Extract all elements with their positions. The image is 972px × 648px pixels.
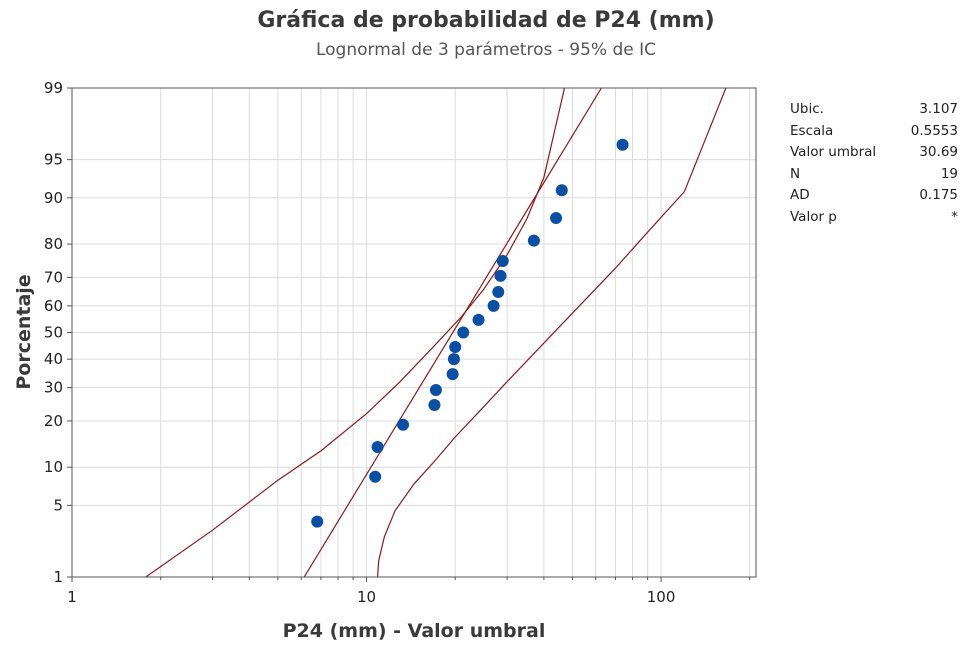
y-tick-label: 30 [44, 379, 63, 397]
y-tick-label: 99 [44, 79, 63, 97]
axis-ticks: 1 10 100 1 5 10 20 30 40 50 60 70 80 90 95 99 [44, 79, 751, 606]
stat-label: Valor umbral [790, 144, 877, 160]
stat-value: * [951, 208, 958, 225]
data-point [429, 384, 442, 397]
y-tick-label: 50 [44, 324, 63, 342]
y-axis-label: Porcentaje [13, 274, 35, 389]
y-tick-label: 1 [53, 568, 63, 586]
stat-label: Escala [790, 122, 834, 139]
data-point [555, 184, 568, 197]
stat-label: Valor p [790, 208, 837, 225]
x-axis-label: P24 (mm) - Valor umbral [283, 620, 546, 642]
y-tick-label: 60 [44, 297, 63, 315]
data-point [371, 440, 384, 453]
data-point [397, 418, 410, 431]
stat-value: 0.5553 [910, 122, 958, 139]
stat-row: N 19 [790, 164, 958, 186]
data-point [457, 326, 470, 339]
stat-row: AD 0.175 [790, 185, 958, 207]
y-tick-label: 90 [44, 189, 63, 207]
stat-row: Ubic. 3.107 [790, 99, 958, 121]
x-tick-label: 1 [67, 588, 77, 606]
y-tick-label: 10 [44, 458, 63, 476]
y-tick-label: 95 [44, 151, 63, 169]
data-point [449, 341, 462, 354]
x-tick-label: 10 [357, 588, 376, 606]
y-tick-label: 20 [44, 412, 63, 430]
chart-title: Gráfica de probabilidad de P24 (mm) [257, 8, 715, 33]
stat-row: Escala 0.5553 [790, 121, 958, 143]
data-point [428, 399, 441, 412]
data-point [550, 212, 563, 225]
fit-and-ci-lines [145, 88, 727, 577]
stat-label: AD [790, 187, 810, 203]
data-point [527, 234, 540, 247]
stat-value: 0.175 [919, 187, 958, 203]
y-tick-label: 40 [44, 350, 63, 368]
data-point [472, 313, 485, 326]
stat-value: 3.107 [919, 101, 958, 117]
y-tick-label: 5 [53, 496, 63, 514]
data-point [616, 138, 629, 151]
stat-label: N [790, 165, 801, 182]
stat-value: 30.69 [919, 144, 958, 160]
data-point [447, 353, 460, 366]
data-point [494, 269, 507, 282]
stat-row: Valor umbral 30.69 [790, 142, 958, 164]
data-point [487, 299, 500, 312]
data-points [311, 138, 629, 528]
x-tick-label: 100 [647, 588, 676, 606]
stat-row: Valor p * [790, 207, 958, 229]
data-point [496, 254, 509, 267]
data-point [369, 470, 382, 483]
grid-lines [72, 88, 756, 577]
data-point [492, 286, 505, 299]
stat-label: Ubic. [790, 101, 824, 117]
data-point [311, 515, 324, 528]
stat-value: 19 [940, 165, 958, 182]
fit-line [303, 88, 602, 577]
statistics-table: Ubic. 3.107 Escala 0.5553 Valor umbral 30.69 N… [790, 99, 958, 228]
ci-lower-bound-line [377, 88, 727, 577]
ci-upper-bound-line [145, 88, 566, 577]
chart-subtitle: Lognormal de 3 parámetros - 95% de IC [315, 40, 657, 60]
data-point [446, 368, 459, 381]
y-tick-label: 70 [44, 268, 63, 286]
y-tick-label: 80 [44, 235, 63, 253]
